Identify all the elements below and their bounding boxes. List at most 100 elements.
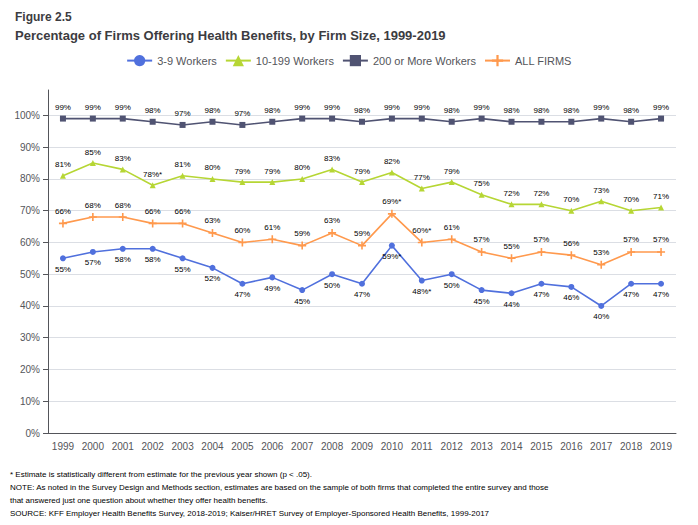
svg-text:SOURCE: KFF Employer Health Be: SOURCE: KFF Employer Health Benefits Sur… [10, 509, 490, 518]
svg-text:75%: 75% [474, 179, 490, 188]
svg-text:10-199 Workers: 10-199 Workers [256, 55, 335, 67]
svg-text:57%: 57% [85, 258, 101, 267]
svg-text:83%: 83% [324, 154, 340, 163]
svg-text:66%: 66% [55, 207, 71, 216]
svg-text:99%: 99% [653, 103, 669, 112]
svg-text:40%: 40% [593, 312, 609, 321]
svg-text:72%: 72% [504, 189, 520, 198]
svg-text:2010: 2010 [381, 441, 404, 452]
svg-text:2004: 2004 [201, 441, 224, 452]
svg-text:57%: 57% [533, 235, 549, 244]
svg-text:52%: 52% [204, 274, 220, 283]
svg-text:97%: 97% [234, 109, 250, 118]
svg-text:2012: 2012 [441, 441, 464, 452]
svg-text:99%: 99% [593, 103, 609, 112]
svg-text:50%: 50% [20, 269, 40, 280]
svg-text:that answered just one questio: that answered just one question about wh… [10, 496, 268, 505]
svg-text:2015: 2015 [530, 441, 553, 452]
svg-text:80%: 80% [204, 163, 220, 172]
svg-text:98%: 98% [264, 106, 280, 115]
svg-text:2006: 2006 [261, 441, 284, 452]
svg-text:98%: 98% [533, 106, 549, 115]
svg-text:48%*: 48%* [412, 287, 431, 296]
svg-text:60%: 60% [234, 226, 250, 235]
svg-text:79%: 79% [234, 167, 250, 176]
svg-text:98%: 98% [204, 106, 220, 115]
svg-text:99%: 99% [294, 103, 310, 112]
svg-text:45%: 45% [294, 297, 310, 306]
svg-text:60%*: 60%* [412, 226, 431, 235]
svg-text:NOTE: As noted in the Survey D: NOTE: As noted in the Survey Design and … [10, 483, 549, 492]
svg-text:2005: 2005 [231, 441, 254, 452]
svg-text:99%: 99% [115, 103, 131, 112]
svg-text:2019: 2019 [650, 441, 673, 452]
svg-text:81%: 81% [175, 160, 191, 169]
svg-text:50%: 50% [444, 281, 460, 290]
svg-text:90%: 90% [20, 142, 40, 153]
svg-text:98%: 98% [444, 106, 460, 115]
svg-text:68%: 68% [115, 201, 131, 210]
svg-text:47%: 47% [623, 290, 639, 299]
svg-text:ALL FIRMS: ALL FIRMS [515, 55, 571, 67]
svg-text:97%: 97% [175, 109, 191, 118]
svg-text:2009: 2009 [351, 441, 374, 452]
svg-text:200 or More Workers: 200 or More Workers [373, 55, 477, 67]
svg-text:30%: 30% [20, 332, 40, 343]
svg-text:98%: 98% [145, 106, 161, 115]
svg-text:99%: 99% [414, 103, 430, 112]
svg-text:63%: 63% [324, 216, 340, 225]
svg-text:2002: 2002 [142, 441, 165, 452]
svg-text:57%: 57% [623, 235, 639, 244]
svg-text:3-9 Workers: 3-9 Workers [157, 55, 217, 67]
svg-text:80%: 80% [294, 163, 310, 172]
svg-text:98%: 98% [623, 106, 639, 115]
svg-text:20%: 20% [20, 364, 40, 375]
svg-text:2014: 2014 [500, 441, 523, 452]
svg-text:2017: 2017 [590, 441, 613, 452]
svg-text:70%: 70% [623, 195, 639, 204]
svg-text:98%: 98% [504, 106, 520, 115]
svg-text:58%: 58% [115, 255, 131, 264]
svg-text:59%: 59% [354, 229, 370, 238]
svg-text:61%: 61% [444, 223, 460, 232]
svg-text:0%: 0% [26, 428, 41, 439]
svg-text:70%: 70% [20, 205, 40, 216]
svg-text:10%: 10% [20, 396, 40, 407]
svg-text:66%: 66% [175, 207, 191, 216]
svg-text:55%: 55% [175, 265, 191, 274]
svg-text:99%: 99% [324, 103, 340, 112]
svg-text:50%: 50% [324, 281, 340, 290]
svg-text:2018: 2018 [620, 441, 643, 452]
svg-text:47%: 47% [234, 290, 250, 299]
svg-text:58%: 58% [145, 255, 161, 264]
svg-text:79%: 79% [264, 167, 280, 176]
svg-text:53%: 53% [593, 248, 609, 257]
svg-text:57%: 57% [653, 235, 669, 244]
svg-text:66%: 66% [145, 207, 161, 216]
svg-text:59%: 59% [294, 229, 310, 238]
svg-text:71%: 71% [653, 192, 669, 201]
svg-text:2008: 2008 [321, 441, 344, 452]
svg-text:79%: 79% [354, 167, 370, 176]
svg-text:2000: 2000 [82, 441, 105, 452]
svg-text:85%: 85% [85, 148, 101, 157]
svg-text:80%: 80% [20, 173, 40, 184]
svg-text:99%: 99% [55, 103, 71, 112]
svg-text:47%: 47% [533, 290, 549, 299]
svg-text:72%: 72% [533, 189, 549, 198]
svg-text:98%: 98% [354, 106, 370, 115]
svg-text:Percentage of Firms Offering H: Percentage of Firms Offering Health Bene… [15, 28, 446, 43]
svg-text:68%: 68% [85, 201, 101, 210]
svg-text:73%: 73% [593, 186, 609, 195]
svg-text:44%: 44% [504, 300, 520, 309]
svg-text:98%: 98% [563, 106, 579, 115]
svg-text:83%: 83% [115, 154, 131, 163]
svg-text:47%: 47% [354, 290, 370, 299]
svg-text:57%: 57% [474, 235, 490, 244]
svg-text:77%: 77% [414, 173, 430, 182]
svg-text:* Estimate is statistically di: * Estimate is statistically different fr… [10, 470, 312, 479]
svg-text:70%: 70% [563, 195, 579, 204]
svg-text:99%: 99% [384, 103, 400, 112]
svg-text:1999: 1999 [52, 441, 75, 452]
svg-text:56%: 56% [563, 239, 579, 248]
